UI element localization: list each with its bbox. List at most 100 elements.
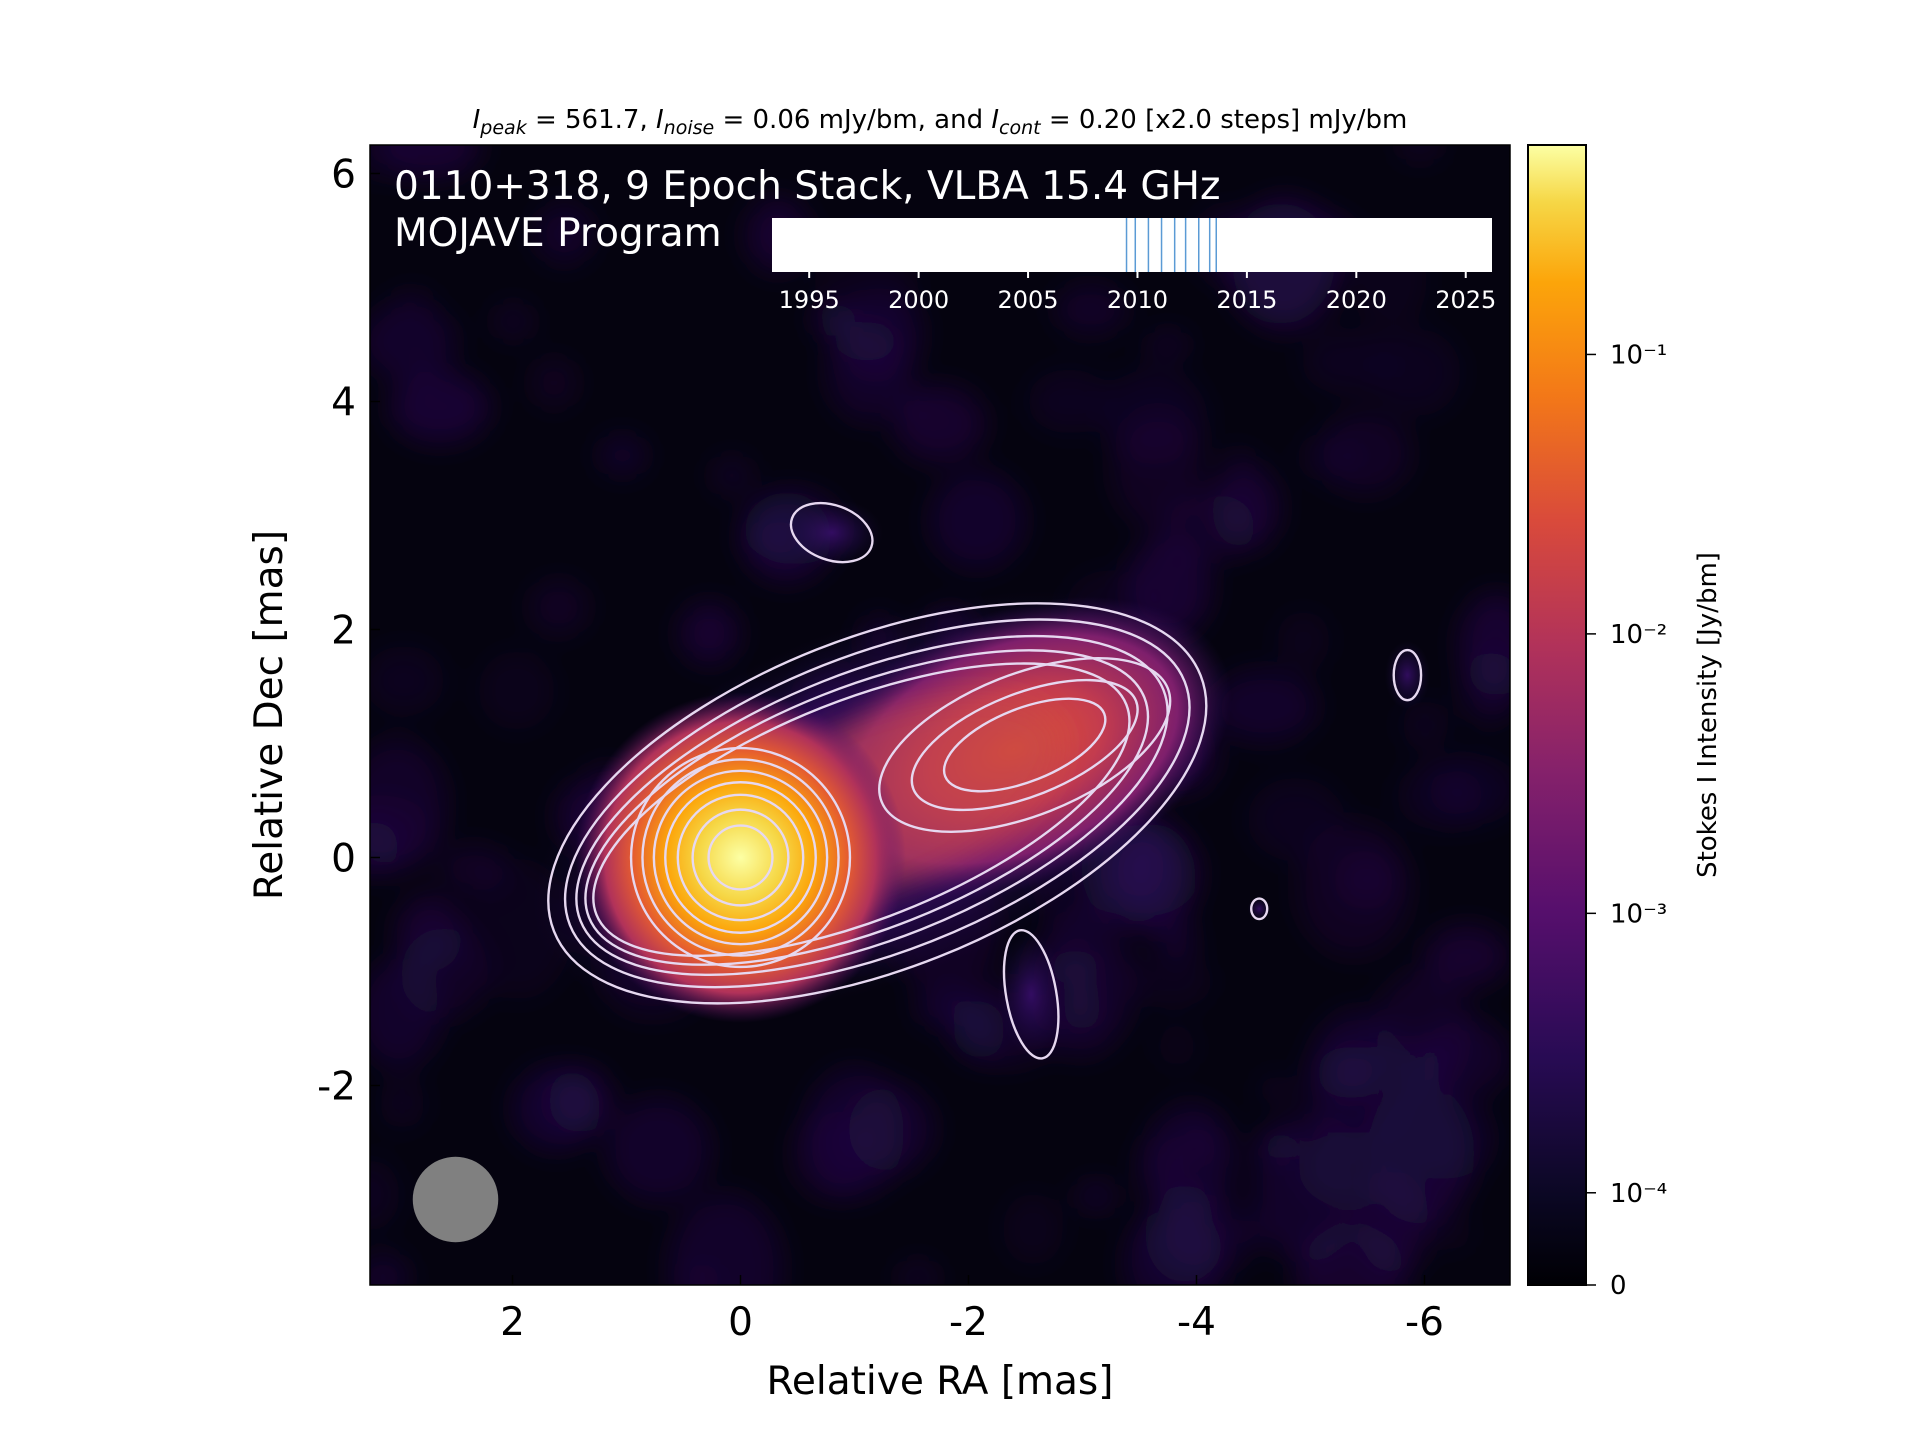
noise-blob	[400, 927, 489, 1019]
source-title: 0110+318, 9 Epoch Stack, VLBA 15.4 GHz	[394, 164, 1220, 209]
noise-blob	[1027, 369, 1111, 434]
timeline-ticks: 1995 2000 2005 2010 2015 2020 2025	[779, 272, 1496, 314]
header-part: = 0.06 mJy/bm, and	[714, 105, 991, 135]
timeline-tick-label: 1995	[779, 286, 840, 314]
header-part: I	[991, 105, 999, 135]
noise-blob	[531, 357, 577, 409]
noise-blob	[529, 579, 589, 635]
timeline-tick-label: 2025	[1435, 286, 1496, 314]
colorbar-ticks: 0 10⁻⁴ 10⁻³ 10⁻² 10⁻¹	[1586, 340, 1667, 1301]
colorbar-tick-label: 10⁻⁴	[1610, 1179, 1667, 1209]
noise-blob	[370, 1159, 400, 1230]
contour-level	[584, 649, 1150, 966]
noise-blob	[1357, 1172, 1431, 1274]
noise-blob	[440, 844, 509, 892]
noise-blob	[1402, 700, 1448, 750]
contour-level	[1392, 648, 1423, 702]
y-axis-label: Relative Dec [mas]	[247, 530, 292, 900]
colorbar-tick-label: 10⁻²	[1610, 620, 1667, 650]
y-tick-label: 0	[331, 837, 356, 882]
timeline-tick-label: 2020	[1326, 286, 1387, 314]
colorbar-label: Stokes I Intensity [Jy/bm]	[1693, 552, 1723, 878]
colorbar-tick-label: 10⁻¹	[1610, 340, 1667, 370]
noise-blob	[1211, 669, 1318, 743]
noise-blob	[1063, 981, 1101, 1032]
noise-blob	[929, 470, 1026, 571]
x-axis-ticks: 2 0 -2 -4 -6	[500, 1275, 1444, 1345]
contour-level	[707, 824, 774, 891]
contours	[547, 501, 1423, 1060]
noise-blob	[1145, 330, 1191, 359]
contour-level	[563, 618, 1191, 989]
beam-ellipse	[412, 1156, 499, 1243]
noise-blob	[1225, 1219, 1267, 1246]
program-title: MOJAVE Program	[394, 211, 722, 256]
noise-blob	[548, 1067, 612, 1133]
timeline-tick-label: 2010	[1107, 286, 1168, 314]
y-tick-label: 2	[331, 609, 356, 654]
plot-frame	[369, 144, 1511, 1286]
colorbar: 0 10⁻⁴ 10⁻³ 10⁻² 10⁻¹ Stokes I Intensity [Jy…	[1527, 144, 1723, 1301]
noise-blob	[389, 371, 491, 444]
noise-blob	[1461, 651, 1510, 726]
colorbar-tick-label: 0	[1610, 1271, 1627, 1301]
header-part: peak	[479, 117, 527, 139]
noise-blob	[1111, 410, 1205, 531]
timeline-box	[772, 218, 1492, 272]
noise-blob	[1219, 446, 1257, 472]
noise-blob	[954, 1001, 1005, 1060]
colorbar-tick-label: 10⁻³	[1610, 899, 1667, 929]
header-part: noise	[664, 117, 715, 139]
noise-blob	[598, 435, 647, 476]
header-part: cont	[999, 117, 1042, 139]
timeline-tick-label: 2000	[888, 286, 949, 314]
contour-level	[575, 634, 1169, 977]
timeline-tick-label: 2015	[1216, 286, 1277, 314]
noise-blob	[893, 385, 986, 463]
noise-blob	[1211, 465, 1280, 550]
image-statistics-header: Ipeak = 561.7, Inoise = 0.06 mJy/bm, and…	[473, 105, 1408, 139]
contour-level	[1250, 897, 1269, 921]
noise-blob	[896, 1260, 939, 1285]
noise-blob	[1424, 925, 1509, 988]
noise-blob	[370, 738, 448, 869]
x-tick-label: 2	[500, 1300, 525, 1345]
noise-blob	[535, 203, 594, 265]
x-tick-label: 0	[728, 1300, 753, 1345]
noise-blob	[1301, 329, 1396, 395]
noise-blob	[1396, 761, 1483, 830]
noise-blob	[804, 1066, 905, 1199]
contour-level	[652, 769, 829, 946]
noise-blob	[679, 602, 740, 665]
noise-blob	[493, 303, 534, 340]
contour-level	[1002, 928, 1060, 1060]
noise-blob	[370, 303, 457, 381]
noise-blob	[379, 1077, 425, 1129]
contour-level	[664, 781, 817, 934]
noise-blob	[1297, 434, 1359, 481]
noise-blob	[1373, 328, 1461, 417]
contour-level	[592, 662, 1131, 957]
contour-level	[691, 808, 790, 907]
y-axis-ticks: -2 0 2 4 6	[317, 153, 380, 1110]
y-tick-label: 4	[331, 381, 356, 426]
contour-level	[878, 657, 1172, 833]
contour-level	[547, 602, 1208, 1005]
x-tick-label: -6	[1405, 1300, 1444, 1345]
header-part: = 561.7,	[527, 105, 656, 135]
contour-level	[676, 793, 805, 922]
noise-blob	[370, 1252, 410, 1285]
noise-blob	[1296, 821, 1411, 958]
y-tick-label: -2	[317, 1065, 356, 1110]
contour-level	[629, 746, 852, 969]
noise-blob	[1146, 1102, 1236, 1217]
x-tick-label: -2	[949, 1300, 988, 1345]
timeline-epochs	[1125, 218, 1218, 272]
header-part: I	[473, 105, 481, 135]
noise-blob	[1123, 1208, 1227, 1285]
faint-knot	[780, 498, 883, 567]
noise-blob	[1386, 1093, 1499, 1180]
contour-level	[641, 758, 840, 957]
contour-level	[789, 501, 874, 564]
